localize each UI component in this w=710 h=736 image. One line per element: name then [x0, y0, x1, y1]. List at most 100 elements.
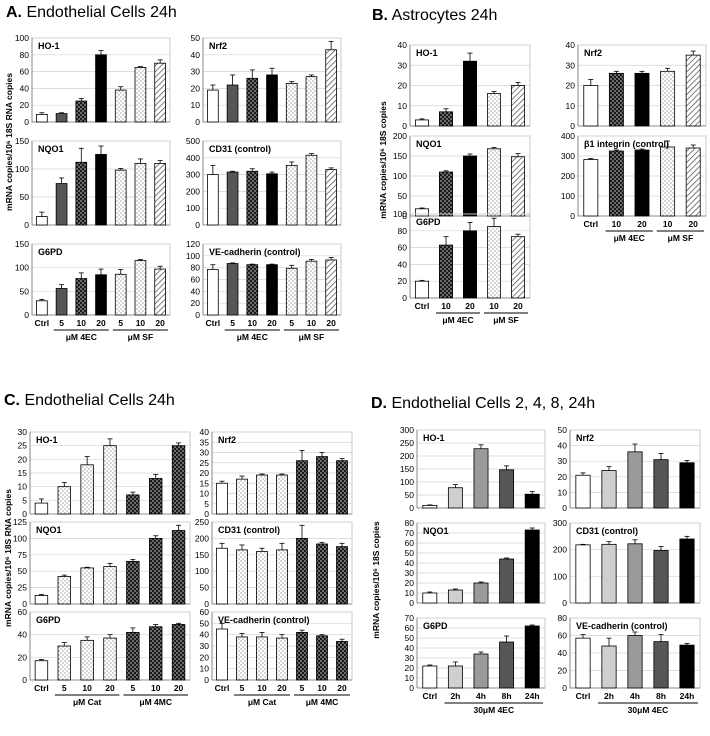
x-tick-label: Ctrl: [206, 318, 221, 328]
y-tick-label: 20: [18, 652, 28, 662]
bar: [653, 459, 669, 509]
y-tick-label: 10: [405, 588, 415, 598]
bar: [256, 551, 268, 605]
y-tick-label: 10: [405, 673, 415, 683]
y-tick-label: 40: [558, 441, 568, 451]
subplot-label: HO-1: [36, 435, 58, 445]
group-label: μM 4MC: [139, 697, 172, 707]
bar: [499, 558, 515, 604]
group-label: μM Cat: [73, 697, 102, 707]
bar: [462, 230, 477, 299]
y-tick-label: 20: [405, 578, 415, 588]
y-tick-label: 20: [20, 100, 30, 110]
subplot-label: NQO1: [38, 144, 64, 154]
x-tick-label: 5: [62, 683, 67, 693]
x-tick-label: 10: [257, 683, 267, 693]
bar: [296, 632, 308, 681]
bar: [524, 625, 540, 689]
bar: [114, 89, 127, 123]
bar: [608, 72, 624, 127]
y-tick-label: 80: [398, 226, 408, 236]
chart-a-2: 0 50 100 150 NQO1: [15, 136, 171, 230]
group-label: μM 4EC: [66, 332, 97, 342]
y-tick-label: 40: [20, 83, 30, 93]
y-tick-label: 100: [393, 209, 407, 219]
bar: [246, 170, 259, 226]
bar: [316, 635, 328, 681]
y-tick-label: 300: [186, 170, 200, 180]
y-tick-label: 100: [195, 566, 209, 576]
bar: [653, 550, 669, 604]
y-tick-label: 0: [409, 683, 414, 693]
y-tick-label: 100: [186, 203, 200, 213]
x-tick-label: 10: [489, 301, 499, 311]
subplot-label: CD31 (control): [209, 144, 271, 154]
y-tick-label: 150: [15, 239, 29, 249]
y-tick-label: 60: [405, 538, 415, 548]
y-tick-label: 0: [195, 310, 200, 320]
y-tick-label: 0: [570, 121, 575, 131]
bar: [246, 77, 259, 123]
bar: [601, 645, 617, 689]
x-tick-label: 5: [289, 318, 294, 328]
chart-d-5: 0 20 40 60 80 VE-cadherin (control): [558, 613, 701, 693]
y-tick-label: 100: [15, 164, 29, 174]
bar: [207, 174, 219, 226]
bar: [236, 549, 248, 605]
y-tick-label: 10: [200, 664, 210, 674]
subplot-label: G6PD: [36, 615, 61, 625]
x-tick-label: 20: [267, 318, 277, 328]
chart-c-4: 0 20 40 60 G6PD: [18, 607, 191, 685]
y-tick-label: 300: [561, 151, 575, 161]
y-tick-label: 300: [400, 425, 414, 435]
bar: [524, 529, 540, 604]
bar: [524, 493, 540, 509]
chart-b-3: 0 100 200 300 400 β1 integrin (control): [561, 131, 707, 221]
y-tick-label: 75: [18, 550, 28, 560]
y-tick-label: 120: [186, 239, 200, 249]
bar: [75, 278, 88, 316]
y-tick-label: 70: [405, 613, 415, 623]
y-tick-label: 0: [562, 503, 567, 513]
bar: [473, 653, 489, 689]
y-tick-label: 15: [200, 478, 210, 488]
bar: [134, 162, 147, 226]
y-tick-label: 50: [200, 583, 210, 593]
y-tick-label: 50: [405, 490, 415, 500]
panel-b-title: B. Astrocytes 24h: [372, 7, 497, 24]
y-tick-label: 100: [393, 171, 407, 181]
x-tick-label: 20: [337, 683, 347, 693]
bar: [114, 273, 127, 316]
bar: [486, 226, 501, 299]
bar: [154, 62, 166, 123]
y-tick-label: 0: [204, 509, 209, 519]
bar: [216, 482, 228, 515]
group-label: μM 4MC: [306, 697, 339, 707]
panel-titles: A. Endothelial Cells 24h B. Astrocytes 2…: [4, 4, 595, 412]
y-tick-label: 80: [191, 263, 201, 273]
y-tick-label: 100: [15, 263, 29, 273]
bar: [95, 54, 107, 123]
y-tick-label: 70: [405, 528, 415, 538]
bar: [462, 155, 477, 217]
subplot-label: Nrf2: [576, 433, 594, 443]
y-tick-label: 10: [398, 101, 408, 111]
subplot-label: VE-cadherin (control): [218, 615, 310, 625]
bar: [316, 456, 328, 515]
x-tick-label: 20: [513, 301, 523, 311]
y-tick-label: 20: [566, 81, 576, 91]
bar: [627, 543, 643, 604]
bar: [207, 89, 219, 123]
bar: [679, 462, 695, 509]
y-tick-label: 60: [558, 631, 568, 641]
bar: [55, 183, 68, 226]
bar: [34, 660, 49, 681]
bar: [653, 641, 669, 689]
y-tick-label: 0: [402, 211, 407, 221]
y-tick-label: 80: [405, 518, 415, 528]
bar: [266, 173, 278, 226]
